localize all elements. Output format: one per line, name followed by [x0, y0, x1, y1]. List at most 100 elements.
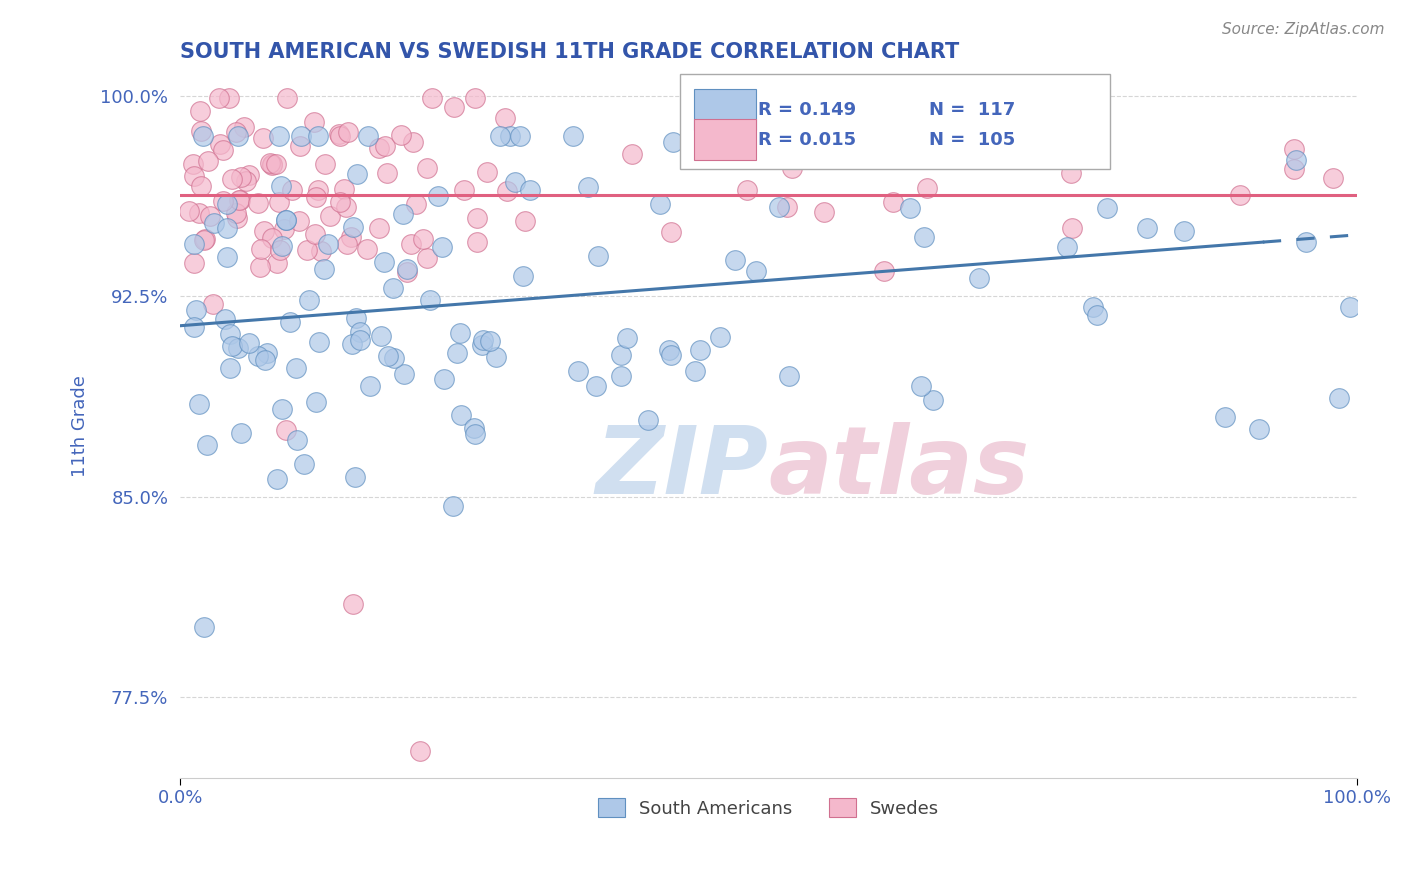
Point	[967, 270, 990, 285]
Point	[1081, 300, 1104, 314]
Point	[382, 351, 405, 366]
Point	[266, 255, 288, 269]
Point	[659, 348, 682, 362]
Point	[449, 326, 471, 340]
Point	[307, 128, 329, 143]
Point	[304, 394, 326, 409]
Point	[496, 184, 519, 198]
Point	[252, 130, 274, 145]
Point	[420, 91, 443, 105]
Point	[464, 91, 486, 105]
Point	[395, 265, 418, 279]
Legend: South Americans, Swedes: South Americans, Swedes	[591, 791, 946, 825]
Point	[179, 204, 201, 219]
Point	[416, 251, 439, 265]
Point	[396, 262, 419, 277]
Point	[198, 209, 221, 223]
Point	[336, 237, 359, 252]
Point	[402, 135, 425, 149]
Point	[910, 379, 932, 393]
Point	[689, 343, 711, 358]
Point	[278, 315, 301, 329]
Point	[288, 213, 311, 227]
Point	[637, 412, 659, 426]
Point	[212, 143, 235, 157]
Point	[212, 194, 235, 209]
Point	[312, 261, 335, 276]
Point	[302, 115, 325, 129]
Point	[344, 470, 367, 484]
Point	[246, 196, 269, 211]
Point	[260, 157, 283, 171]
Point	[367, 221, 389, 235]
Point	[318, 209, 340, 223]
Point	[389, 128, 412, 142]
Point	[208, 91, 231, 105]
Point	[295, 244, 318, 258]
Point	[1173, 224, 1195, 238]
Point	[658, 343, 681, 358]
Point	[912, 229, 935, 244]
Point	[441, 499, 464, 513]
Text: Source: ZipAtlas.com: Source: ZipAtlas.com	[1222, 22, 1385, 37]
Point	[290, 128, 312, 143]
Point	[426, 188, 449, 202]
Point	[273, 222, 295, 236]
Point	[1329, 391, 1351, 405]
Point	[215, 220, 238, 235]
Point	[465, 211, 488, 225]
Point	[214, 312, 236, 326]
Point	[416, 161, 439, 175]
Point	[709, 330, 731, 344]
Point	[253, 224, 276, 238]
Point	[778, 368, 800, 383]
Point	[221, 172, 243, 186]
Text: ZIP: ZIP	[596, 422, 769, 514]
Point	[188, 103, 211, 118]
Point	[471, 338, 494, 352]
Point	[274, 213, 297, 227]
Point	[264, 157, 287, 171]
Point	[183, 236, 205, 251]
Point	[375, 166, 398, 180]
Point	[219, 361, 242, 376]
Point	[349, 325, 371, 339]
Point	[215, 250, 238, 264]
Point	[450, 409, 472, 423]
Point	[893, 149, 915, 163]
Point	[337, 125, 360, 139]
Point	[519, 183, 541, 197]
Point	[1062, 221, 1084, 235]
Point	[181, 156, 204, 170]
Point	[650, 197, 672, 211]
Point	[780, 161, 803, 175]
Point	[298, 293, 321, 307]
Point	[377, 349, 399, 363]
Point	[1322, 170, 1344, 185]
Point	[1339, 300, 1361, 314]
Point	[221, 339, 243, 353]
Point	[314, 157, 336, 171]
Point	[505, 176, 527, 190]
Point	[329, 128, 352, 143]
Point	[292, 458, 315, 472]
Point	[270, 402, 292, 417]
Point	[249, 260, 271, 274]
Point	[585, 379, 607, 393]
Point	[288, 138, 311, 153]
Point	[305, 190, 328, 204]
Point	[882, 194, 904, 209]
Point	[405, 197, 427, 211]
Point	[190, 178, 212, 193]
Point	[1213, 409, 1236, 424]
Point	[392, 367, 415, 381]
Point	[349, 333, 371, 347]
Point	[260, 231, 283, 245]
Point	[201, 296, 224, 310]
Point	[659, 225, 682, 239]
Point	[488, 128, 510, 143]
Point	[578, 180, 600, 194]
Point	[308, 334, 330, 349]
Point	[307, 183, 329, 197]
FancyBboxPatch shape	[695, 89, 755, 130]
